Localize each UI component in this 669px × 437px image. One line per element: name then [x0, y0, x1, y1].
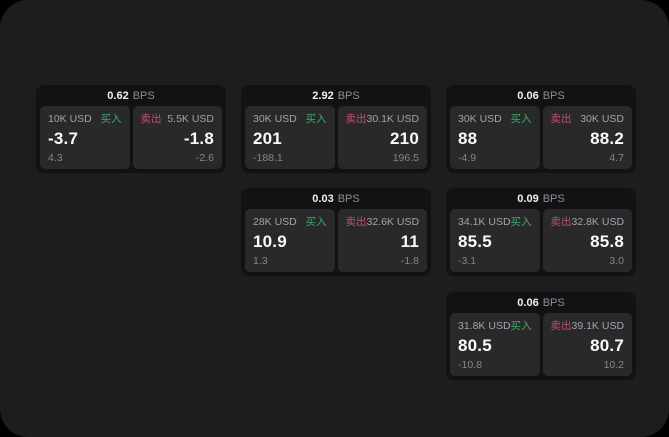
bps-unit: BPS: [542, 296, 565, 309]
sell-amount: 39.1K USD: [571, 320, 625, 332]
bps-header: 0.62 BPS: [36, 85, 226, 106]
buy-panel[interactable]: 10K USD 买入 -3.7 4.3: [40, 106, 130, 169]
sell-delta: -1.8: [400, 255, 419, 267]
buy-side-label: 买入: [510, 216, 532, 228]
sell-side-label: 卖出: [345, 216, 367, 228]
sell-delta: 10.2: [603, 359, 624, 371]
sell-price: 85.8: [590, 232, 624, 252]
sell-side-label: 卖出: [345, 113, 367, 125]
buy-amount: 28K USD: [253, 216, 297, 228]
buy-price: 10.9: [253, 232, 287, 252]
buy-side-label: 买入: [510, 113, 532, 125]
bps-header: 0.06 BPS: [446, 292, 636, 313]
bps-value: 0.06: [517, 296, 539, 309]
sell-price: 210: [390, 129, 419, 149]
bps-value: 0.06: [517, 89, 539, 102]
buy-delta: -3.1: [458, 255, 477, 267]
sell-panel[interactable]: 卖出 32.6K USD 11 -1.8: [337, 209, 427, 272]
quote-card: 0.09 BPS 34.1K USD 买入 85.5 -3.1 卖出 32.8K…: [446, 188, 636, 276]
sell-panel[interactable]: 卖出 39.1K USD 80.7 10.2: [542, 313, 632, 376]
buy-price: -3.7: [48, 129, 79, 149]
bps-unit: BPS: [337, 89, 360, 102]
buy-amount: 30K USD: [253, 113, 297, 125]
buy-delta: -188.1: [253, 152, 283, 164]
sell-delta: -2.6: [195, 152, 214, 164]
sell-amount: 32.8K USD: [571, 216, 625, 228]
bps-value: 0.03: [312, 192, 334, 205]
buy-price: 201: [253, 129, 282, 149]
buy-price: 85.5: [458, 232, 492, 252]
quote-card: 0.06 BPS 31.8K USD 买入 80.5 -10.8 卖出 39.1…: [446, 292, 636, 380]
buy-panel[interactable]: 28K USD 买入 10.9 1.3: [245, 209, 335, 272]
buy-amount: 30K USD: [458, 113, 502, 125]
sell-amount: 30.1K USD: [366, 113, 420, 125]
buy-side-label: 买入: [305, 113, 327, 125]
buy-panel[interactable]: 30K USD 买入 88 -4.9: [450, 106, 540, 169]
buy-panel[interactable]: 31.8K USD 买入 80.5 -10.8: [450, 313, 540, 376]
bps-value: 2.92: [312, 89, 334, 102]
sell-price: 88.2: [590, 129, 624, 149]
bps-unit: BPS: [132, 89, 155, 102]
buy-side-label: 买入: [305, 216, 327, 228]
bps-unit: BPS: [542, 89, 565, 102]
sell-price: 80.7: [590, 336, 624, 356]
buy-panel[interactable]: 34.1K USD 买入 85.5 -3.1: [450, 209, 540, 272]
buy-delta: -10.8: [458, 359, 482, 371]
sell-amount: 5.5K USD: [167, 113, 214, 125]
sell-delta: 196.5: [392, 152, 419, 164]
buy-delta: 4.3: [48, 152, 63, 164]
sell-panel[interactable]: 卖出 32.8K USD 85.8 3.0: [542, 209, 632, 272]
sell-delta: 3.0: [609, 255, 624, 267]
sell-side-label: 卖出: [550, 320, 572, 332]
quote-card: 0.06 BPS 30K USD 买入 88 -4.9 卖出 30K USD 8…: [446, 85, 636, 173]
buy-delta: 1.3: [253, 255, 268, 267]
bps-header: 0.06 BPS: [446, 85, 636, 106]
sell-panel[interactable]: 卖出 5.5K USD -1.8 -2.6: [132, 106, 222, 169]
sell-amount: 32.6K USD: [366, 216, 420, 228]
sell-side-label: 卖出: [140, 113, 162, 125]
buy-price: 88: [458, 129, 478, 149]
bps-value: 0.62: [107, 89, 129, 102]
buy-side-label: 买入: [510, 320, 532, 332]
buy-side-label: 买入: [100, 113, 122, 125]
sell-amount: 30K USD: [580, 113, 624, 125]
buy-panel[interactable]: 30K USD 买入 201 -188.1: [245, 106, 335, 169]
bps-unit: BPS: [337, 192, 360, 205]
quote-card: 0.03 BPS 28K USD 买入 10.9 1.3 卖出 32.6K US…: [241, 188, 431, 276]
buy-delta: -4.9: [458, 152, 477, 164]
bps-header: 2.92 BPS: [241, 85, 431, 106]
quote-card: 0.62 BPS 10K USD 买入 -3.7 4.3 卖出 5.5K USD…: [36, 85, 226, 173]
quote-card: 2.92 BPS 30K USD 买入 201 -188.1 卖出 30.1K …: [241, 85, 431, 173]
sell-panel[interactable]: 卖出 30.1K USD 210 196.5: [337, 106, 427, 169]
bps-header: 0.03 BPS: [241, 188, 431, 209]
bps-header: 0.09 BPS: [446, 188, 636, 209]
sell-price: 11: [400, 232, 419, 252]
buy-amount: 31.8K USD: [458, 320, 511, 332]
bps-value: 0.09: [517, 192, 539, 205]
buy-amount: 10K USD: [48, 113, 92, 125]
buy-amount: 34.1K USD: [458, 216, 511, 228]
sell-price: -1.8: [183, 129, 214, 149]
sell-panel[interactable]: 卖出 30K USD 88.2 4.7: [542, 106, 632, 169]
bps-unit: BPS: [542, 192, 565, 205]
sell-side-label: 卖出: [550, 216, 572, 228]
buy-price: 80.5: [458, 336, 492, 356]
sell-delta: 4.7: [609, 152, 624, 164]
sell-side-label: 卖出: [550, 113, 572, 125]
